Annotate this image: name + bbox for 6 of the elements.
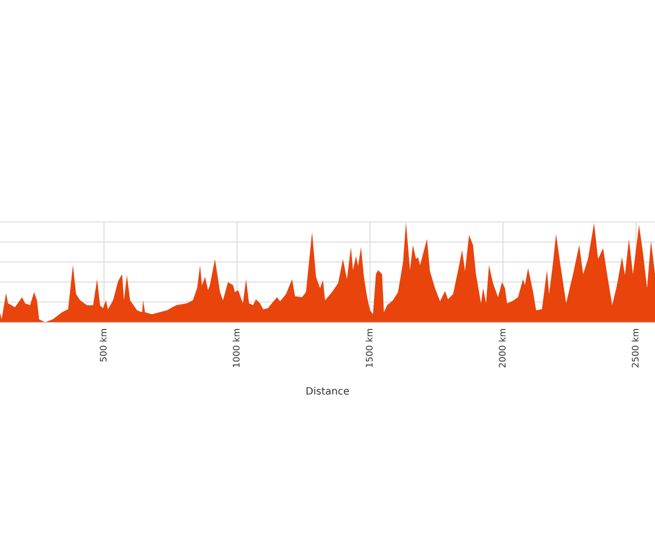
x-tick-label: 1000 km [232, 328, 242, 368]
x-tick-label: 1500 km [365, 328, 376, 368]
x-axis-title: Distance [306, 386, 350, 398]
x-tick-label: 500 km [99, 328, 110, 362]
x-tick-label: 2000 km [498, 328, 508, 368]
x-tick-label: 2500 km [631, 328, 642, 368]
